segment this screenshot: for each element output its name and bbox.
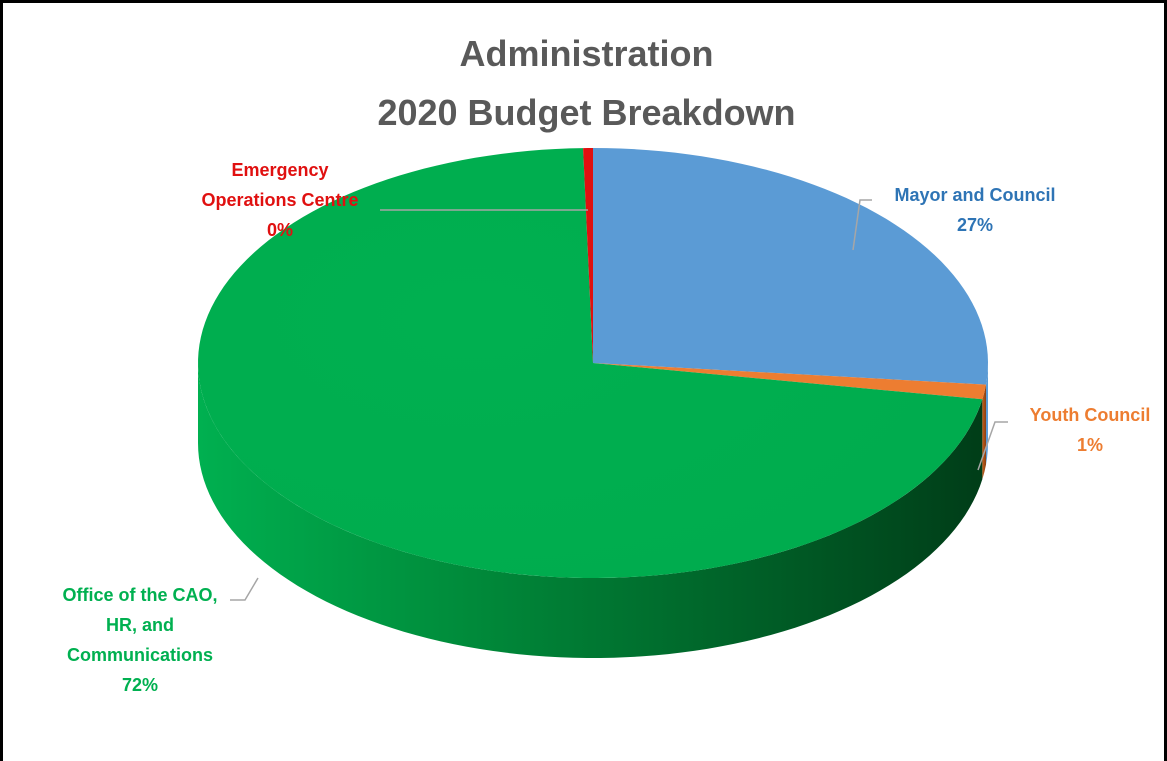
leader-line-1 (977, 421, 1008, 471)
slice-label-mayor-and-council: Mayor and Council 27% (860, 180, 1090, 240)
pie-tops (198, 148, 988, 578)
leader-line-2 (230, 577, 259, 601)
pie-side-1 (982, 384, 987, 480)
slice-label-youth-council: Youth Council 1% (1005, 400, 1167, 460)
leader-lines (230, 199, 1008, 601)
pie-side-0 (986, 363, 988, 465)
chart-title-line-1: Administration (459, 33, 714, 74)
pie-slice-1 (593, 363, 987, 400)
pie-slice-2 (198, 148, 983, 578)
slice-label-line: Youth Council (1029, 405, 1151, 425)
slice-percent-label: 0% (266, 220, 293, 240)
slice-label-line: Emergency (231, 160, 329, 180)
slice-percent-label: 1% (1076, 435, 1103, 455)
slice-label-emergency-operations-centre: Emergency Operations Centre 0% (160, 155, 400, 245)
pie-slice-0 (593, 148, 988, 385)
slice-label-line: HR, and (105, 615, 174, 635)
leader-line-0 (852, 199, 872, 251)
slice-label-office-of-the-cao: Office of the CAO, HR, and Communications 7… (20, 580, 260, 700)
slice-label-line: Office of the CAO, (62, 585, 218, 605)
slice-label-line: Communications (66, 645, 213, 665)
slice-label-line: Operations Centre (201, 190, 359, 210)
slice-percent-label: 72% (121, 675, 159, 695)
slice-percent-label: 27% (956, 215, 994, 235)
pie-side-2 (198, 363, 983, 658)
chart-title-line-2: 2020 Budget Breakdown (377, 92, 796, 133)
pie-slice-3 (583, 148, 593, 363)
slice-label-line: Mayor and Council (894, 185, 1056, 205)
